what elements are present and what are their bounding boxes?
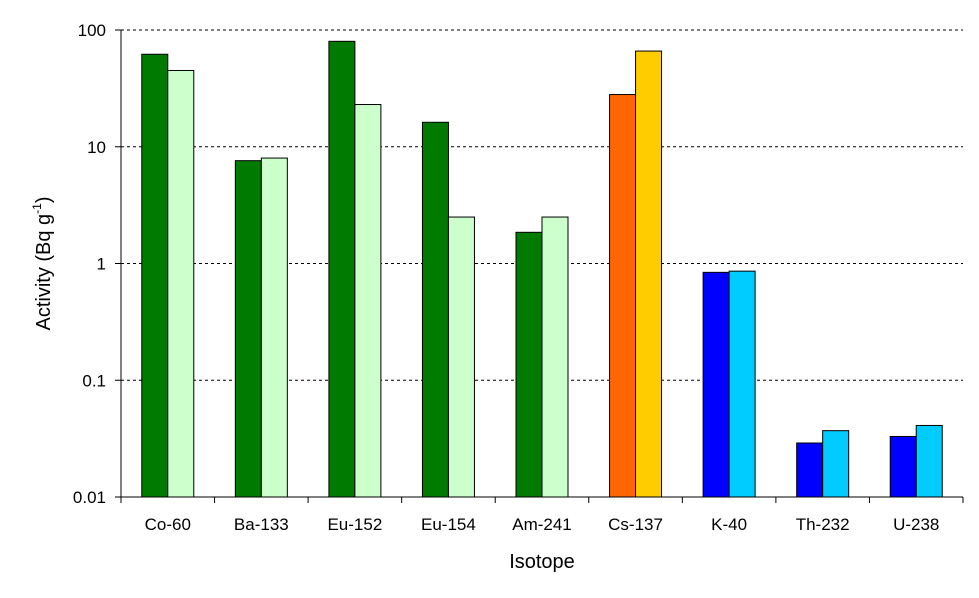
y-tick-label: 10 — [87, 138, 106, 157]
bar — [515, 231, 543, 498]
y-axis-title-close: ) — [33, 196, 55, 203]
bar — [541, 216, 569, 498]
y-tick-label: 1 — [97, 255, 106, 274]
x-axis-title: Isotope — [509, 551, 575, 573]
x-tick-label: Eu-152 — [327, 515, 382, 534]
bar — [822, 430, 850, 498]
x-tick-label: Cs-137 — [608, 515, 663, 534]
bar — [141, 53, 169, 498]
x-tick-label: Co-60 — [145, 515, 191, 534]
x-tick-labels: Co-60 Ba-133 Eu-152 Eu-154 Am-241 Cs-137 K-40 T… — [120, 497, 964, 534]
x-tick-label: Am-241 — [512, 515, 572, 534]
bar — [609, 94, 637, 498]
y-axis-title-main: Activity (Bq g — [33, 214, 55, 331]
x-tick-label: U-238 — [893, 515, 939, 534]
bar — [234, 160, 262, 498]
bar — [421, 121, 449, 498]
bar — [635, 50, 663, 498]
x-tick-label: Eu-154 — [421, 515, 476, 534]
x-tick-label: Th-232 — [796, 515, 850, 534]
bar — [796, 442, 824, 498]
bar — [328, 40, 356, 498]
bar — [915, 424, 943, 498]
bar — [702, 271, 730, 498]
y-tick-label: 100 — [78, 21, 106, 40]
y-tick-label: 0.01 — [73, 488, 106, 507]
bars — [141, 40, 943, 498]
y-axis-title: Activity (Bq g-1) — [30, 196, 55, 330]
bar — [447, 216, 475, 498]
x-tick-label: Ba-133 — [234, 515, 289, 534]
bar — [728, 270, 756, 498]
y-tick-labels: 100 10 1 0.1 0.01 — [73, 21, 121, 507]
x-tick-label: K-40 — [711, 515, 747, 534]
bar — [167, 69, 195, 498]
y-tick-label: 0.1 — [82, 371, 106, 390]
bar — [260, 157, 288, 498]
bar — [889, 435, 917, 498]
y-axis-title-superscript: -1 — [30, 203, 44, 214]
bar — [354, 104, 382, 498]
